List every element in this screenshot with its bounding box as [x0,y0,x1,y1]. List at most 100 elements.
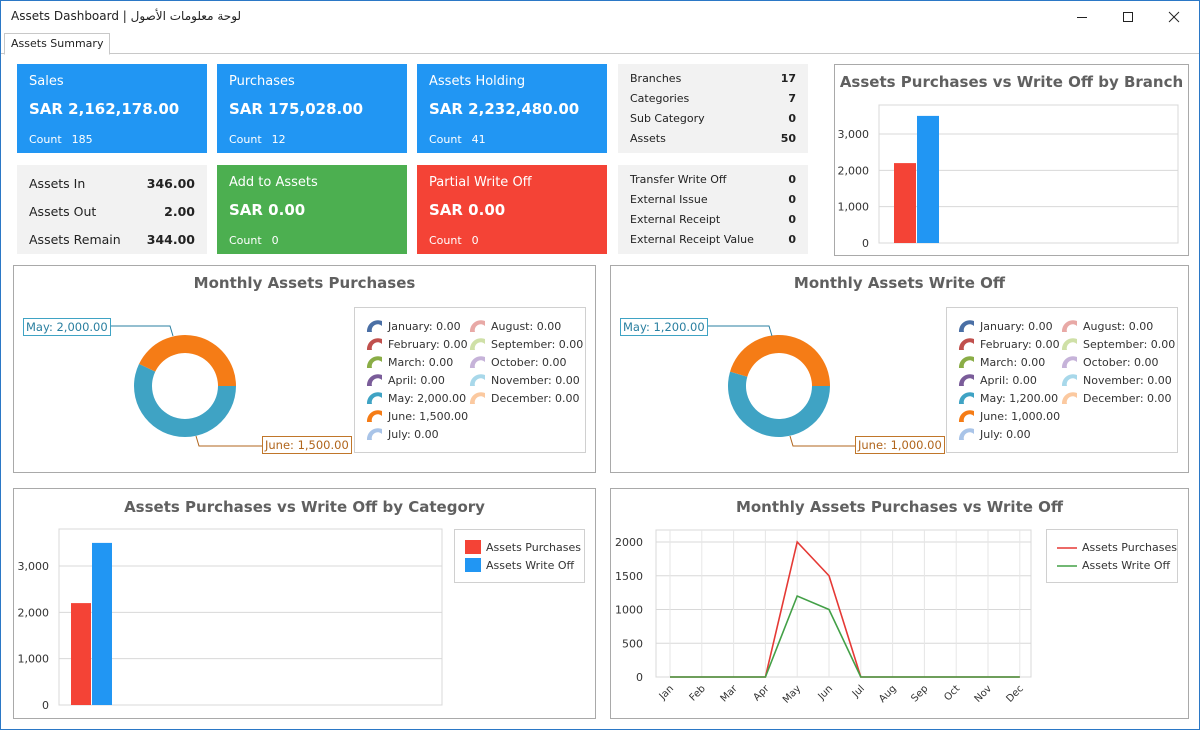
bar-assets-write-off [92,542,112,705]
legend-label: Assets Purchases [486,540,581,554]
minimize-button[interactable] [1059,1,1105,32]
x-tick-label: Apr [752,683,773,704]
monthly-line-chart: 0 500 1000 1500 2000 Jan Feb Mar Apr May Jun Jul Aug… [615,529,1032,706]
stat-value: 0 [788,173,796,186]
legend-label: August: 0.00 [1083,319,1154,333]
legend-item-november: November: 0.00 [468,373,580,387]
callout-line-may [700,325,773,337]
slice-june [730,334,830,386]
bar-assets-purchases [71,603,91,705]
stat-value: 2.00 [164,204,195,219]
stat-row-external-receipt-value: External Receipt Value 0 [630,233,796,246]
legend-arc-icon [469,374,485,386]
legend-label: December: 0.00 [491,391,580,405]
legend-arc-icon [1061,356,1077,368]
legend-arc-icon [1061,338,1077,350]
maximize-button[interactable] [1105,1,1151,32]
category-bar-chart: 0 1,000 2,000 3,000 [18,528,443,712]
title-bar[interactable]: Assets Dashboard | لوحة معلومات الأصول [1,1,1199,32]
card-label: Partial Write Off [429,175,532,190]
legend-label: March: 0.00 [980,355,1046,369]
stat-label: Assets Out [29,204,97,219]
transfer-stats-box: Transfer Write Off 0 External Issue 0 Exte… [618,165,808,254]
legend-arc-icon [366,392,382,404]
bar-assets-write-off [917,115,939,243]
legend-item-june: June: 1,500.00 [365,409,468,423]
legend-item-write-off: Assets Write Off [1057,559,1170,572]
legend-item-april: April: 0.00 [957,373,1037,387]
legend-label: September: 0.00 [491,337,584,351]
legend-label: December: 0.00 [1083,391,1172,405]
stat-value: 0 [788,193,796,206]
tab-assets-summary[interactable]: Assets Summary [4,33,111,55]
stat-row-transfer-write-off: Transfer Write Off 0 [630,173,796,186]
legend-item-september: September: 0.00 [468,337,583,351]
legend-label: May: 2,000.00 [388,391,467,405]
stat-value: 344.00 [146,232,195,247]
purchases-card: Purchases SAR 175,028.00 Count 12 [217,64,407,153]
legend-label: October: 0.00 [491,355,567,369]
legend-arc-icon [366,320,382,332]
y-tick-label: 0 [636,671,643,684]
legend-label: June: 1,500.00 [388,409,469,423]
legend-label: May: 1,200.00 [980,391,1059,405]
legend-item-june: June: 1,000.00 [957,409,1060,423]
legend-label: April: 0.00 [388,373,445,387]
slice-may [728,371,830,437]
card-amount: SAR 2,162,178.00 [29,100,180,118]
count-value: 0 [271,234,279,247]
chart-title: Assets Purchases vs Write Off by Branch [839,73,1184,91]
chart-title: Monthly Assets Purchases vs Write Off [735,498,1064,516]
legend-item-february: February: 0.00 [365,337,468,351]
write-off-donut-chart [700,325,855,447]
purchases-legend: January: 0.00 February: 0.00 March: 0.00 Ap… [354,307,586,453]
close-button[interactable] [1151,1,1197,32]
stat-value: 50 [780,132,796,145]
bar-assets-purchases [894,163,916,243]
chart-title: Monthly Assets Purchases [193,274,416,292]
y-tick-label: 1,000 [838,201,870,214]
y-tick-label: 2,000 [18,606,50,619]
y-tick-label: 3,000 [18,560,50,573]
minimize-icon [1077,16,1087,18]
callout-line-may [103,325,174,337]
stat-row-assets-out: Assets Out 2.00 [29,204,195,219]
legend-label: November: 0.00 [1083,373,1172,387]
y-tick-label: 3,000 [838,128,870,141]
stat-row-external-issue: External Issue 0 [630,193,796,206]
legend-item-december: December: 0.00 [468,391,580,405]
legend-label: Assets Purchases [1082,541,1177,554]
y-tick-label: 500 [622,637,643,650]
stat-row-sub-category: Sub Category 0 [630,112,796,125]
y-tick-label: 0 [862,237,869,250]
legend-arc-icon [366,374,382,386]
legend-label: April: 0.00 [980,373,1037,387]
legend-arc-icon [958,410,974,422]
card-label: Sales [29,74,64,89]
legend-line [1057,564,1077,567]
legend-arc-icon [958,356,974,368]
count-value: 0 [471,234,479,247]
callout-may: May: 2,000.00 [23,318,111,336]
x-tick-label: Jul [850,683,867,700]
chart-title: Monthly Assets Write Off [793,274,1006,292]
category-legend: Assets Purchases Assets Write Off [454,529,585,583]
x-tick-label: May [781,683,803,705]
card-count: Count 12 [229,133,296,146]
legend-label: November: 0.00 [491,373,580,387]
assets-movement-box: Assets In 346.00 Assets Out 2.00 Assets Re… [17,165,207,254]
count-label: Count [29,133,62,146]
card-amount: SAR 0.00 [429,201,506,219]
legend-arc-icon [958,338,974,350]
legend-arc-icon [366,338,382,350]
stat-label: External Receipt Value [630,233,754,246]
count-value: 185 [71,133,93,146]
legend-item-february: February: 0.00 [957,337,1060,351]
legend-label: July: 0.00 [388,427,439,441]
maximize-icon [1123,11,1133,22]
card-count: Count 185 [29,133,103,146]
legend-swatch [465,558,481,572]
legend-item-november: November: 0.00 [1060,373,1172,387]
legend-item-may: May: 1,200.00 [957,391,1058,405]
legend-arc-icon [366,428,382,440]
